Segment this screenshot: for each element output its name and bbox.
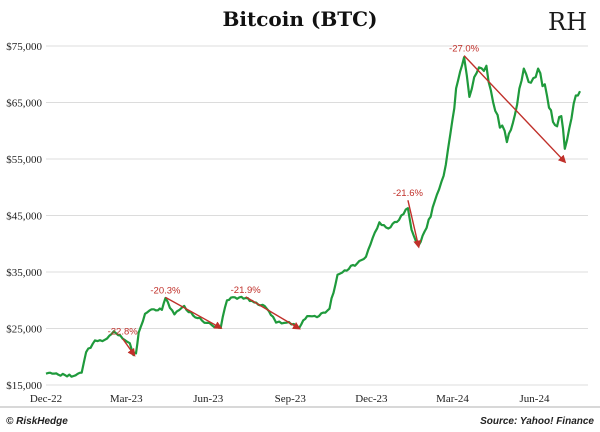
drawdown-arrow: [463, 55, 567, 164]
grid-lines: [46, 45, 588, 386]
x-tick-label: Mar-24: [436, 393, 469, 405]
drawdown-label: -20.3%: [150, 285, 181, 296]
y-tick-label: $45,000: [6, 211, 42, 223]
x-tick-label: Jun-24: [520, 393, 550, 405]
drawdown-arrow: [122, 338, 136, 357]
chart-title: Bitcoin (BTC): [223, 7, 378, 31]
y-tick-label: $35,000: [6, 267, 42, 279]
drawdown-arrow: [245, 296, 301, 330]
x-tick-label: Sep-23: [275, 393, 307, 405]
footer-credit: © RiskHedge: [6, 416, 68, 427]
y-tick-label: $75,000: [6, 41, 42, 53]
drawdown-label: -21.9%: [231, 285, 262, 296]
drawdown-label: -27.0%: [449, 44, 480, 55]
x-axis-ticks: Dec-22 Mar-23 Jun-23 Sep-23 Dec-23 Mar-24 Jun-…: [30, 393, 550, 405]
drawdown-arrow: [407, 200, 422, 249]
drawdown-label: -22.8%: [108, 327, 139, 338]
x-tick-label: Mar-23: [110, 393, 143, 405]
y-tick-label: $55,000: [6, 154, 42, 166]
y-tick-label: $15,000: [6, 380, 42, 392]
logo-text: RH: [548, 8, 587, 36]
y-tick-label: $25,000: [6, 324, 42, 336]
drawdown-arrow: [165, 296, 223, 329]
y-tick-label: $65,000: [6, 98, 42, 110]
footer-source: Source: Yahoo! Finance: [480, 416, 594, 427]
logo: RH: [548, 8, 587, 36]
drawdown-annotations: -22.8% -20.3% -21.9% -21.6% -27.0%: [108, 44, 567, 357]
x-tick-label: Dec-22: [30, 393, 62, 405]
x-tick-label: Dec-23: [355, 393, 388, 405]
drawdown-label: -21.6%: [393, 188, 424, 199]
x-tick-label: Jun-23: [193, 393, 223, 405]
y-axis-ticks: $15,000 $25,000 $35,000 $45,000 $55,000 $65,0…: [6, 41, 42, 392]
